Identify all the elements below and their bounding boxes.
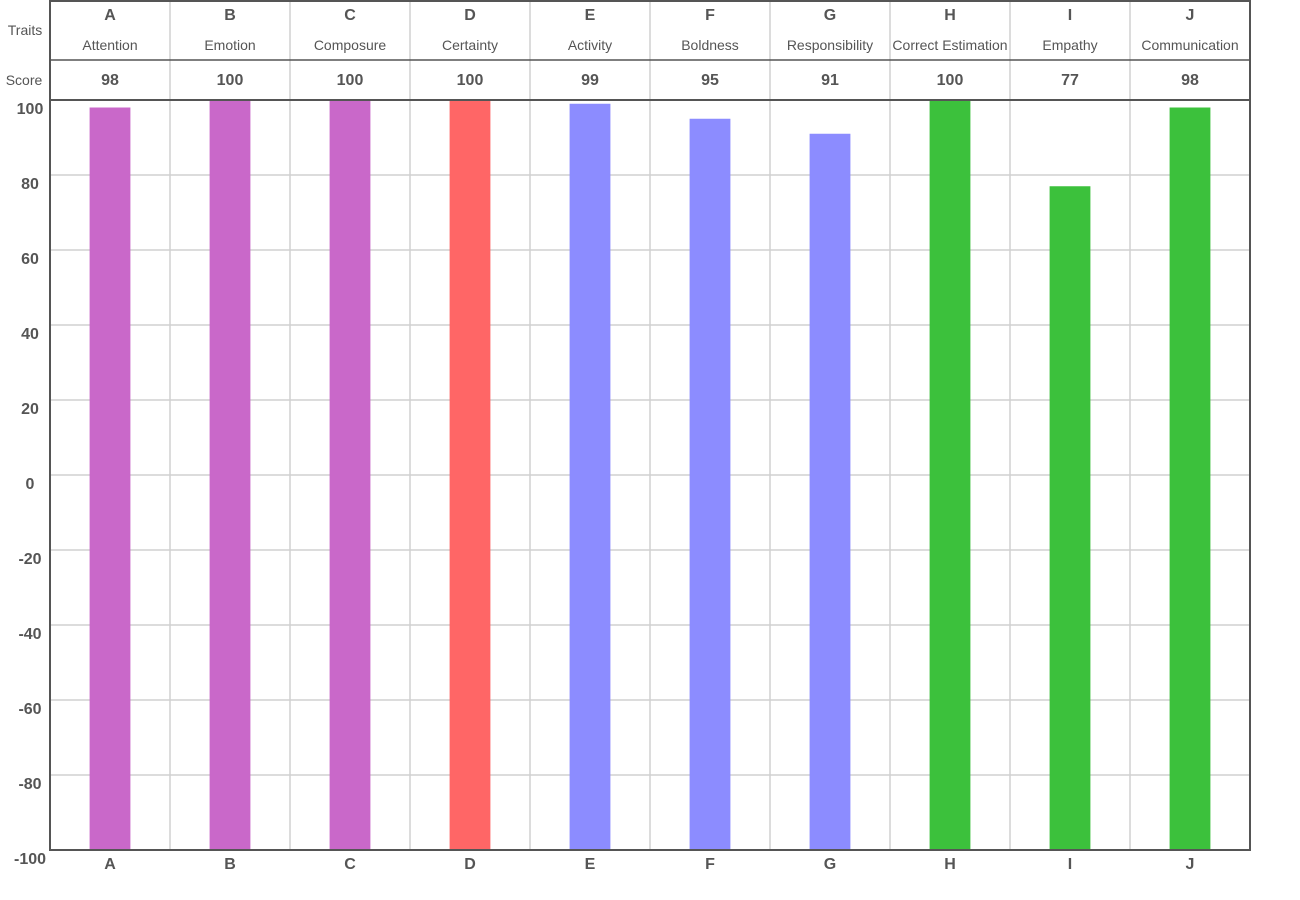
header-code-C: C <box>344 7 356 24</box>
header-score-I: 77 <box>1061 72 1079 89</box>
header-code-E: E <box>585 7 596 24</box>
bar-G <box>809 133 851 850</box>
x-tick-E: E <box>585 856 596 873</box>
header-table: A Attention 98 B Emotion 100 C Composure 100 D Cer… <box>82 7 1238 89</box>
header-code-B: B <box>224 7 236 24</box>
header-score-G: 91 <box>821 72 839 89</box>
chart-frame <box>49 0 1251 851</box>
bar-A <box>89 107 131 850</box>
header-code-F: F <box>705 7 715 24</box>
header-trait-name-J: Communication <box>1141 37 1238 53</box>
header-code-D: D <box>464 7 476 24</box>
header-trait-name-H: Correct Estimation <box>892 37 1007 53</box>
header-trait-name-B: Emotion <box>204 37 255 53</box>
header-trait-name-G: Responsibility <box>787 37 873 53</box>
bars <box>89 100 1211 850</box>
header-code-G: G <box>824 7 836 24</box>
header-score-F: 95 <box>701 72 719 89</box>
x-tick-H: H <box>944 856 956 873</box>
y-axis-ticks: 100 80 60 40 20 0 -20 -40 -60 -80 -100 <box>14 101 46 868</box>
header-score-A: 98 <box>101 72 119 89</box>
x-tick-D: D <box>464 856 476 873</box>
header-score-H: 100 <box>937 72 964 89</box>
header-trait-name-D: Certainty <box>442 37 498 53</box>
y-tick-label: -100 <box>14 851 46 868</box>
y-tick-label: 80 <box>21 176 39 193</box>
y-tick-label: -40 <box>18 626 41 643</box>
header-trait-name-F: Boldness <box>681 37 739 53</box>
x-tick-J: J <box>1186 856 1195 873</box>
bar-H <box>929 100 971 850</box>
bar-D <box>449 100 491 850</box>
y-tick-label: 100 <box>17 101 44 118</box>
header-score-J: 98 <box>1181 72 1199 89</box>
traits-row-label: Traits <box>8 22 42 38</box>
bar-J <box>1169 107 1211 850</box>
bar-I <box>1049 186 1091 850</box>
y-tick-label: 0 <box>26 476 35 493</box>
outer-frame <box>49 0 1251 851</box>
header-score-B: 100 <box>217 72 244 89</box>
x-tick-F: F <box>705 856 715 873</box>
y-tick-label: 40 <box>21 326 39 343</box>
header-trait-name-C: Composure <box>314 37 387 53</box>
y-tick-label: -20 <box>18 551 41 568</box>
header-code-A: A <box>104 7 116 24</box>
x-tick-C: C <box>344 856 356 873</box>
y-tick-label: 20 <box>21 401 39 418</box>
bar-F <box>689 118 731 850</box>
bar-C <box>329 100 371 850</box>
header-trait-name-E: Activity <box>568 37 612 53</box>
y-tick-label: 60 <box>21 251 39 268</box>
x-axis-ticks: A B C D E F G H I J <box>104 856 1194 873</box>
bar-B <box>209 100 251 850</box>
y-tick-label: -80 <box>18 776 41 793</box>
header-score-C: 100 <box>337 72 364 89</box>
bar-E <box>569 103 611 850</box>
header-trait-name-I: Empathy <box>1042 37 1097 53</box>
score-row-label: Score <box>6 72 43 88</box>
x-tick-G: G <box>824 856 836 873</box>
header-code-I: I <box>1068 7 1072 24</box>
y-tick-label: -60 <box>18 701 41 718</box>
header-code-H: H <box>944 7 956 24</box>
header-score-D: 100 <box>457 72 484 89</box>
x-tick-A: A <box>104 856 116 873</box>
x-tick-B: B <box>224 856 236 873</box>
header-trait-name-A: Attention <box>82 37 137 53</box>
header-code-J: J <box>1186 7 1195 24</box>
header-score-E: 99 <box>581 72 599 89</box>
x-tick-I: I <box>1068 856 1072 873</box>
